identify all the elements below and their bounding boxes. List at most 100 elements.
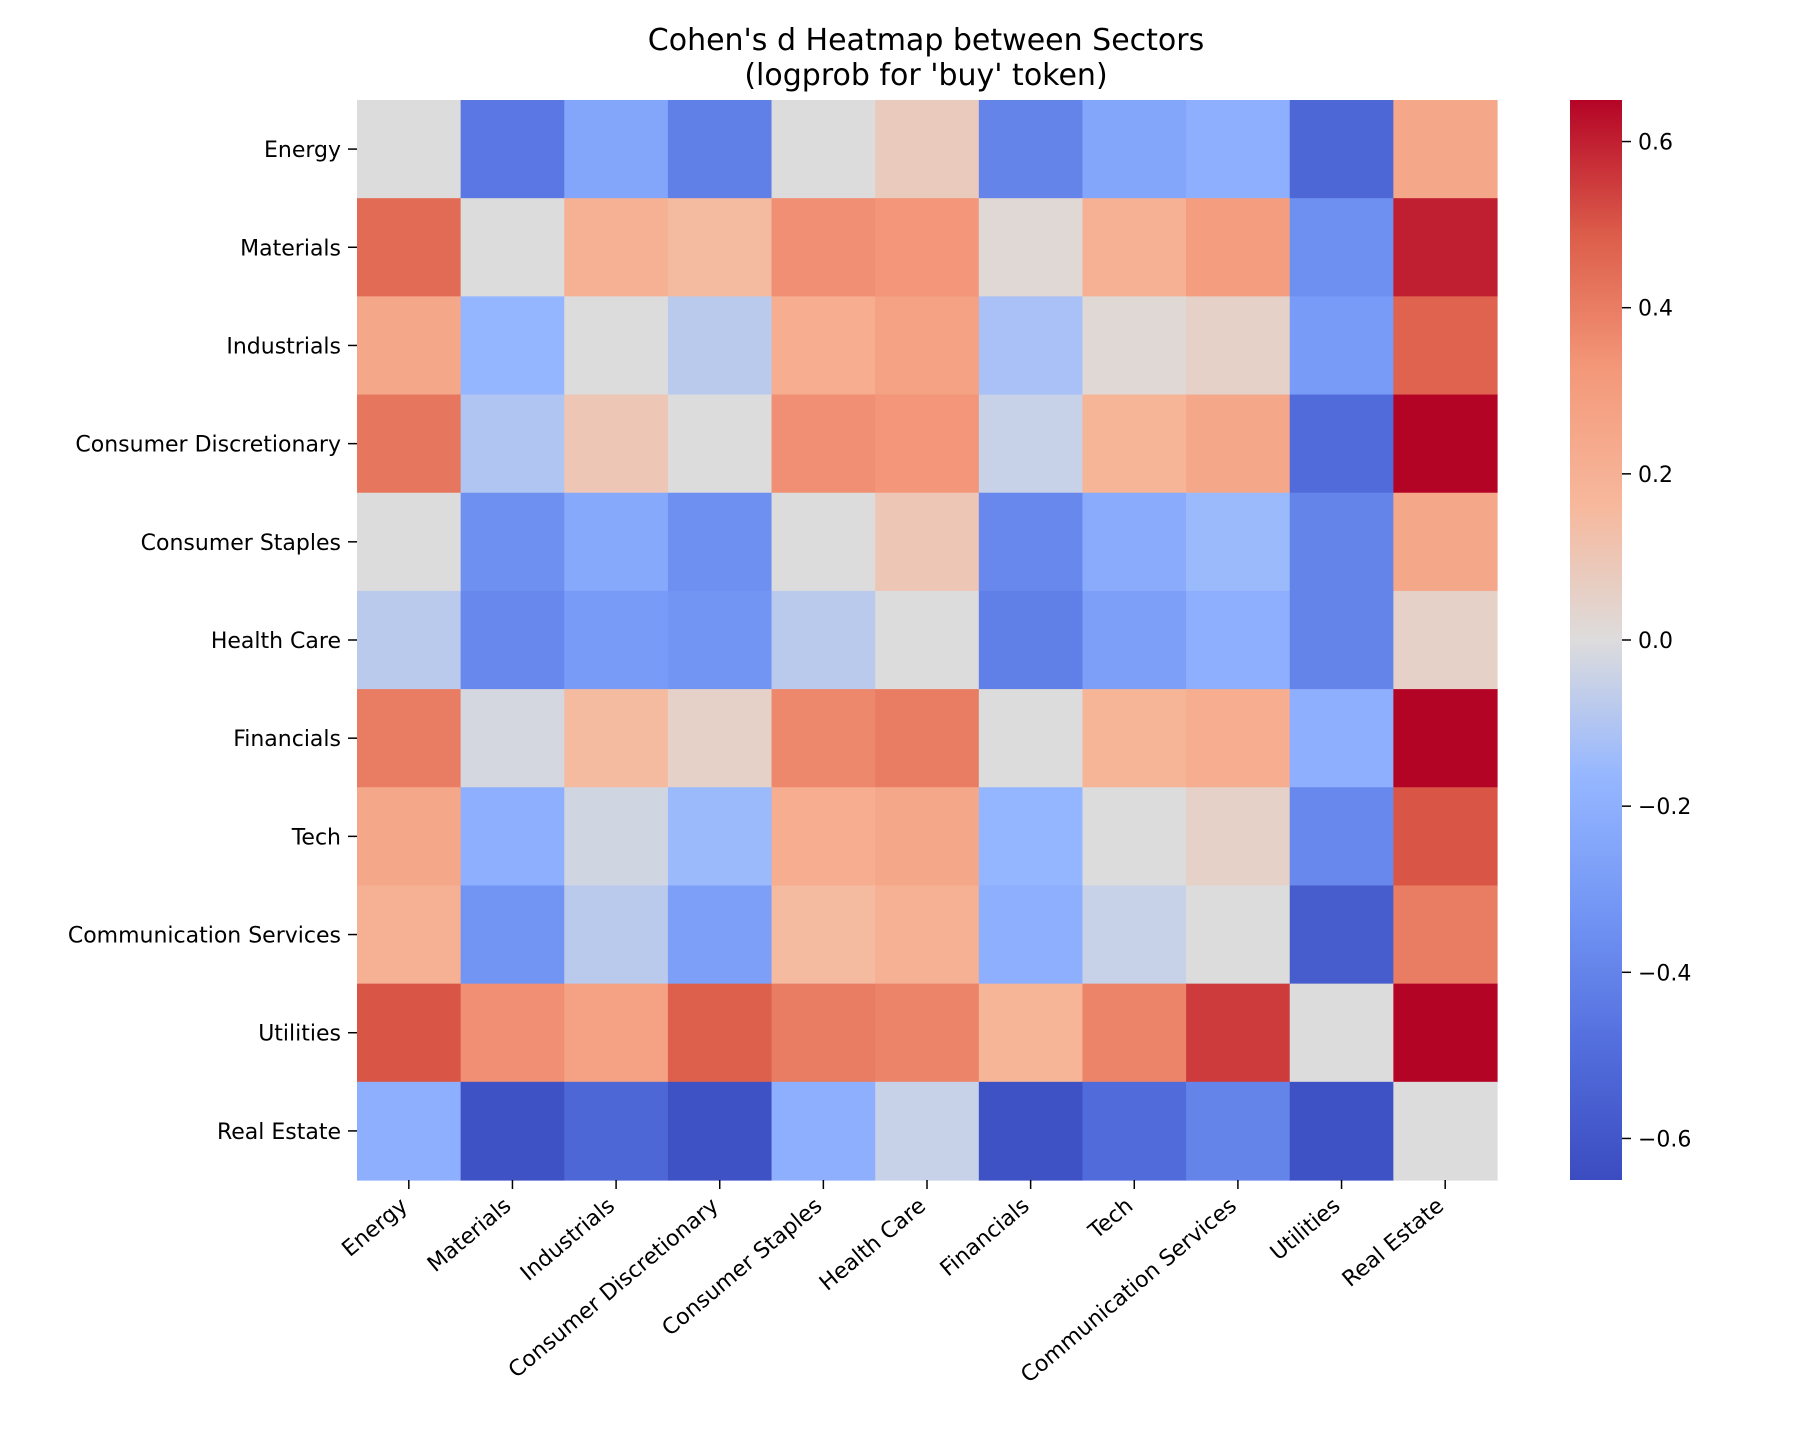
heatmap-cell (564, 590, 669, 690)
row-label: Consumer Staples (141, 531, 341, 556)
heatmap-cell (1186, 983, 1291, 1083)
chart-title: Cohen's d Heatmap between Sectors (648, 23, 1204, 58)
colorbar-tick-label: 0.4 (1638, 297, 1673, 322)
heatmap-cell (1186, 689, 1291, 788)
heatmap-cell (357, 885, 462, 985)
row-label: Consumer Discretionary (75, 433, 341, 458)
heatmap-cell (357, 100, 462, 199)
heatmap-cell (357, 492, 462, 592)
heatmap-cell (1186, 492, 1291, 592)
heatmap-cell (1393, 394, 1498, 494)
heatmap-cell (771, 590, 876, 690)
heatmap-cell (1289, 296, 1394, 396)
heatmap-cell (1082, 296, 1187, 396)
row-label: Utilities (258, 1022, 341, 1047)
heatmap-cell (771, 983, 876, 1083)
heatmap-cell (1289, 983, 1394, 1083)
heatmap-cell (875, 492, 980, 592)
heatmap-cell (978, 1081, 1084, 1181)
heatmap-cell (1289, 198, 1394, 297)
heatmap-cell (667, 787, 773, 887)
colorbar-ticks: 0.6 0.4 0.2 0.0 −0.2 −0.4 −0.6 (1622, 131, 1691, 1152)
heatmap-cell (564, 1081, 669, 1181)
heatmap-cell (357, 983, 462, 1083)
heatmap-cell (1082, 100, 1187, 199)
heatmap-cell (1289, 590, 1394, 690)
colorbar-tick-label: −0.6 (1638, 1127, 1691, 1152)
heatmap-cell (460, 590, 565, 690)
column-label: Tech (1084, 1193, 1139, 1244)
heatmap-cell (1393, 492, 1498, 592)
column-label: Consumer Discretionary (504, 1193, 724, 1383)
heatmap-cell (1082, 787, 1187, 887)
heatmap-cell (875, 787, 980, 887)
heatmap-cell (1289, 100, 1394, 199)
heatmap-cell (1289, 885, 1394, 985)
heatmap-cell (875, 394, 980, 494)
heatmap-cell (771, 296, 876, 396)
heatmap-cell (667, 689, 773, 788)
heatmap-cell (1393, 198, 1498, 297)
heatmap-cell (771, 100, 876, 199)
heatmap-cell (875, 590, 980, 690)
heatmap-cell (978, 983, 1084, 1083)
heatmap-cell (1082, 885, 1187, 985)
column-label: Real Estate (1338, 1193, 1449, 1292)
heatmap-cell (875, 885, 980, 985)
colorbar-tick-label: 0.0 (1638, 629, 1673, 654)
heatmap-cell (771, 689, 876, 788)
heatmap-cell (667, 983, 773, 1083)
column-label: Industrials (516, 1193, 620, 1286)
row-labels: Energy Materials Industrials Consumer Discr… (68, 138, 357, 1145)
heatmap-cell (1289, 787, 1394, 887)
heatmap-cell (357, 198, 462, 297)
heatmap-cell (771, 885, 876, 985)
heatmap-cell (1393, 590, 1498, 690)
heatmap-cell (564, 296, 669, 396)
heatmap-cell (978, 787, 1084, 887)
heatmap-cell (771, 198, 876, 297)
heatmap-cell (564, 492, 669, 592)
heatmap-cell (1186, 394, 1291, 494)
heatmap-cell (1393, 1081, 1498, 1181)
heatmap-cell (1289, 1081, 1394, 1181)
heatmap-cell (564, 885, 669, 985)
heatmap-cell (357, 394, 462, 494)
colorbar-tick-label: 0.2 (1638, 463, 1673, 488)
heatmap-cell (667, 590, 773, 690)
heatmap-cell (978, 689, 1084, 788)
heatmap-cell (1186, 198, 1291, 297)
row-label: Energy (264, 138, 341, 163)
heatmap-cell (875, 1081, 980, 1181)
heatmap-cell (460, 100, 565, 199)
heatmap-cell (460, 689, 565, 788)
heatmap-cell (564, 689, 669, 788)
heatmap-cell (771, 787, 876, 887)
heatmap-cell (1289, 689, 1394, 788)
heatmap-cell (1082, 1081, 1187, 1181)
column-label: Health Care (815, 1193, 931, 1296)
row-label: Tech (291, 825, 341, 850)
heatmap-cell (1186, 885, 1291, 985)
heatmap-cell (1393, 296, 1498, 396)
heatmap-cell (1393, 787, 1498, 887)
heatmap-cells (357, 100, 1498, 1181)
heatmap-cell (564, 983, 669, 1083)
heatmap-cell (460, 1081, 565, 1181)
heatmap-cell (875, 983, 980, 1083)
heatmap-cell (357, 787, 462, 887)
chart-subtitle: (logprob for 'buy' token) (744, 58, 1107, 93)
heatmap-cell (875, 100, 980, 199)
heatmap-cell (564, 198, 669, 297)
heatmap-cell (978, 885, 1084, 985)
column-label: Communication Services (1016, 1193, 1241, 1388)
heatmap-cell (1082, 198, 1187, 297)
heatmap-cell (1082, 689, 1187, 788)
column-label: Materials (423, 1193, 516, 1277)
heatmap-cell (1082, 983, 1187, 1083)
row-label: Materials (240, 236, 341, 261)
heatmap-cell (667, 1081, 773, 1181)
heatmap-cell (1082, 590, 1187, 690)
heatmap-cell (667, 198, 773, 297)
